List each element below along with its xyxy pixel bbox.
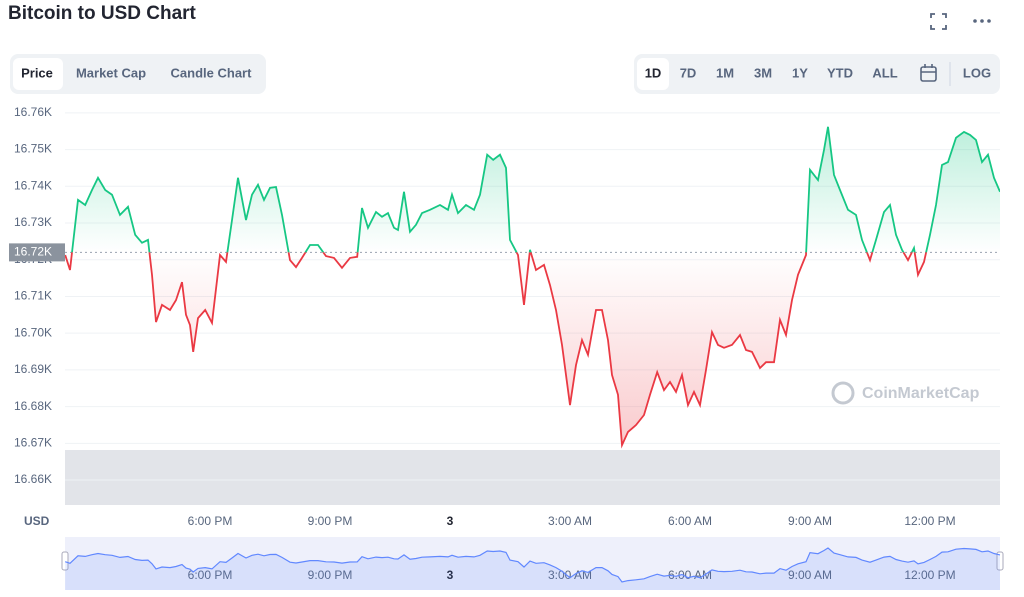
nav-line bbox=[65, 547, 1001, 583]
nav-handle[interactable] bbox=[996, 551, 1004, 571]
y-tick-label: 16.73K bbox=[14, 215, 52, 229]
y-tick-label: 16.68K bbox=[14, 399, 52, 413]
area-up bbox=[72, 126, 1000, 253]
nav-handle[interactable] bbox=[61, 551, 69, 571]
area-down bbox=[65, 252, 1000, 446]
range[interactable]: 1Y bbox=[792, 65, 808, 80]
reference-box bbox=[9, 243, 65, 262]
x-tick-label: 9:00 AM bbox=[788, 514, 832, 528]
tab-group bbox=[10, 54, 266, 94]
x-tick-label: 12:00 PM bbox=[904, 514, 955, 528]
range[interactable]: YTD bbox=[827, 65, 853, 80]
x-tick-label: 3 bbox=[447, 514, 454, 528]
nav-tick-label: 6:00 PM bbox=[188, 568, 233, 582]
range[interactable]: 1M bbox=[716, 65, 734, 80]
range-group bbox=[634, 54, 1000, 94]
x-tick-label: 9:00 PM bbox=[308, 514, 353, 528]
y-tick-label: 16.66K bbox=[14, 472, 52, 486]
nav-tick-label: 12:00 PM bbox=[904, 568, 955, 582]
y-tick-label: 16.70K bbox=[14, 325, 52, 339]
x-tick-label: 6:00 AM bbox=[668, 514, 712, 528]
nav-tick-label: 6:00 AM bbox=[668, 568, 712, 582]
fullscreen-icon[interactable] bbox=[930, 13, 947, 30]
more-icon[interactable] bbox=[973, 19, 991, 23]
nav-tick-label: 9:00 AM bbox=[788, 568, 832, 582]
reference-label: 16.72K bbox=[14, 245, 52, 259]
range[interactable]: 1D bbox=[645, 65, 662, 80]
range[interactable]: 7D bbox=[680, 65, 697, 80]
y-tick-label: 16.74K bbox=[14, 178, 52, 192]
log-button[interactable]: LOG bbox=[963, 65, 991, 80]
y-tick-label: 16.71K bbox=[14, 289, 52, 303]
y-tick-label: 16.67K bbox=[14, 435, 52, 449]
watermark-text: CoinMarketCap bbox=[862, 385, 980, 402]
price-line-down bbox=[65, 252, 928, 449]
tab-active bbox=[13, 58, 63, 90]
tab[interactable]: Candle Chart bbox=[171, 65, 253, 80]
nav-tick-label: 9:00 PM bbox=[308, 568, 353, 582]
nav-area bbox=[65, 548, 1000, 590]
y-tick-label: 16.75K bbox=[14, 142, 52, 156]
nav-tick-label: 3 bbox=[447, 568, 454, 582]
x-tick-label: 3:00 AM bbox=[548, 514, 592, 528]
tab[interactable]: Price bbox=[21, 65, 53, 80]
chart-title: Bitcoin to USD Chart bbox=[8, 3, 197, 24]
y-tick-label: 16.76K bbox=[14, 105, 52, 119]
range-active bbox=[637, 58, 669, 90]
volume-band bbox=[65, 450, 1000, 505]
navigator bbox=[65, 537, 1000, 590]
y-unit: USD bbox=[24, 514, 50, 528]
range[interactable]: ALL bbox=[872, 65, 897, 80]
tab[interactable]: Market Cap bbox=[76, 65, 146, 80]
calendar-icon[interactable] bbox=[920, 64, 937, 82]
price-line-up bbox=[71, 126, 1000, 253]
watermark: CoinMarketCap bbox=[831, 381, 980, 405]
y-tick-label: 16.69K bbox=[14, 362, 52, 376]
range[interactable]: 3M bbox=[754, 65, 772, 80]
x-tick-label: 6:00 PM bbox=[188, 514, 233, 528]
